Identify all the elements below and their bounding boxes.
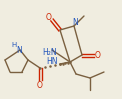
Text: O: O [37,80,43,89]
Text: O: O [46,12,52,21]
Text: HN: HN [46,58,58,67]
Text: N: N [72,18,78,27]
Text: N: N [16,46,22,55]
Text: H₂N: H₂N [43,48,57,57]
Text: O: O [95,50,101,59]
Text: H: H [11,42,17,48]
